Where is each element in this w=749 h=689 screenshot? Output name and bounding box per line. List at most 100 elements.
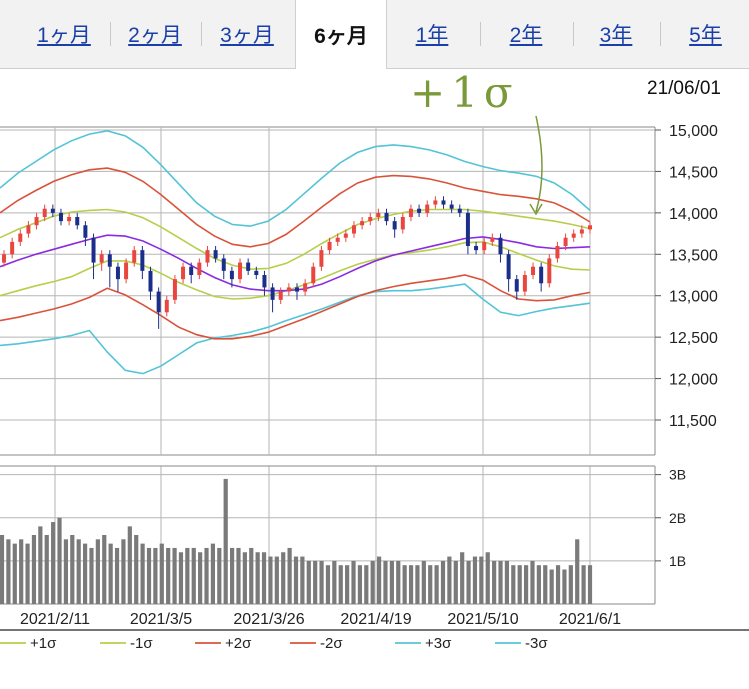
- candle-body: [555, 246, 560, 259]
- candle-body: [213, 250, 218, 259]
- volume-bar: [108, 543, 113, 604]
- volume-bar: [51, 522, 56, 604]
- volume-bar: [325, 565, 331, 604]
- volume-bar: [25, 543, 30, 604]
- candle-body: [221, 258, 226, 271]
- candle-body: [164, 299, 169, 313]
- volume-bar: [517, 565, 522, 604]
- volume-bar: [338, 565, 343, 604]
- candle-body: [311, 266, 316, 284]
- volume-bar: [63, 539, 69, 604]
- candle-body: [295, 287, 299, 292]
- volume-tick-label: 2B: [669, 510, 686, 526]
- candle-body: [278, 291, 283, 300]
- annotation-arrow: [529, 115, 543, 216]
- volume-bar: [453, 560, 458, 604]
- candle-body: [327, 241, 332, 251]
- tab-3-years[interactable]: 3年: [599, 24, 633, 47]
- volume-bar: [313, 560, 318, 604]
- volume-bar: [351, 560, 356, 604]
- tab-5-years[interactable]: 5年: [689, 24, 722, 47]
- tab-separator: [573, 22, 574, 46]
- volume-bar: [255, 552, 260, 604]
- volume-bar: [274, 556, 279, 604]
- volume-bar: [287, 547, 292, 604]
- candle-body: [91, 237, 96, 263]
- tab-separator: [110, 22, 111, 46]
- candle-body: [254, 270, 259, 275]
- candle-body: [156, 291, 161, 313]
- candle-body: [384, 212, 389, 222]
- date-tick-label: 2021/2/11: [20, 611, 90, 628]
- legend-label: -1σ: [130, 635, 153, 652]
- volume-bar: [306, 560, 311, 604]
- volume-bar: [434, 565, 439, 604]
- legend-label: +1σ: [30, 635, 57, 652]
- tab-6-months[interactable]: 6ヶ月: [295, 0, 387, 69]
- volume-bar: [402, 565, 407, 604]
- candle-body: [539, 266, 544, 284]
- candle-body: [531, 266, 536, 275]
- volume-bar: [460, 552, 465, 604]
- candle-body: [229, 270, 234, 280]
- tab-3-months[interactable]: 3ヶ月: [220, 24, 274, 47]
- tab-2-years[interactable]: 2年: [509, 24, 543, 47]
- volume-bar: [134, 535, 139, 604]
- candle-body: [506, 254, 511, 280]
- volume-bar: [421, 560, 426, 604]
- date-tick-label: 2021/6/1: [559, 611, 621, 628]
- volume-bar: [172, 547, 177, 604]
- candle-body: [99, 254, 104, 263]
- candle-body: [262, 275, 267, 288]
- volume-bar: [543, 565, 548, 604]
- candle-body: [498, 237, 503, 255]
- candle-body: [205, 250, 210, 263]
- candlesticks: [2, 196, 592, 329]
- candle-body: [75, 217, 80, 226]
- volume-bar: [332, 560, 337, 604]
- price-tick-label: 12,000: [669, 372, 718, 389]
- volume-bar: [415, 565, 420, 604]
- candle-body: [148, 270, 153, 292]
- tab-separator: [660, 22, 661, 46]
- volume-bar: [19, 539, 24, 604]
- volume-bar: [440, 560, 446, 604]
- volume-bar: [178, 552, 184, 604]
- date-tick-label: 2021/5/10: [447, 611, 518, 628]
- volume-bar: [268, 556, 273, 604]
- candle-body: [376, 212, 381, 217]
- candle-body: [457, 208, 462, 213]
- legend-label: -2σ: [320, 635, 343, 652]
- candle-body: [270, 287, 275, 300]
- volume-tick-label: 1B: [669, 553, 686, 569]
- candle-body: [34, 217, 39, 226]
- volume-bar: [549, 569, 554, 604]
- volume-bar: [159, 543, 164, 604]
- price-tick-label: 12,500: [669, 330, 718, 347]
- tab-1-year[interactable]: 1年: [415, 24, 449, 47]
- candle-body: [368, 217, 373, 222]
- plus-2-sigma-line: [0, 167, 591, 248]
- volume-bar: [472, 556, 478, 604]
- volume-bar: [236, 547, 241, 604]
- candle-body: [514, 279, 519, 292]
- candle-body: [490, 237, 495, 242]
- volume-bar: [121, 539, 126, 604]
- price-tick-label: 13,500: [669, 247, 718, 264]
- candle-body: [571, 233, 576, 238]
- candle-body: [197, 262, 202, 275]
- volume-bars: [0, 478, 593, 604]
- candle-body: [449, 204, 454, 209]
- tab-1-month[interactable]: 1ヶ月: [37, 24, 91, 47]
- candle-body: [351, 225, 356, 234]
- candle-body: [140, 250, 145, 271]
- volume-bar: [146, 547, 152, 604]
- volume-bar: [466, 560, 471, 604]
- tab-separator: [201, 22, 202, 46]
- price-tick-label: 14,500: [669, 164, 718, 181]
- candle-body: [10, 241, 15, 255]
- volume-bar: [479, 556, 484, 604]
- candle-body: [181, 266, 186, 280]
- volume-bar: [0, 535, 5, 604]
- tab-2-months[interactable]: 2ヶ月: [128, 24, 182, 47]
